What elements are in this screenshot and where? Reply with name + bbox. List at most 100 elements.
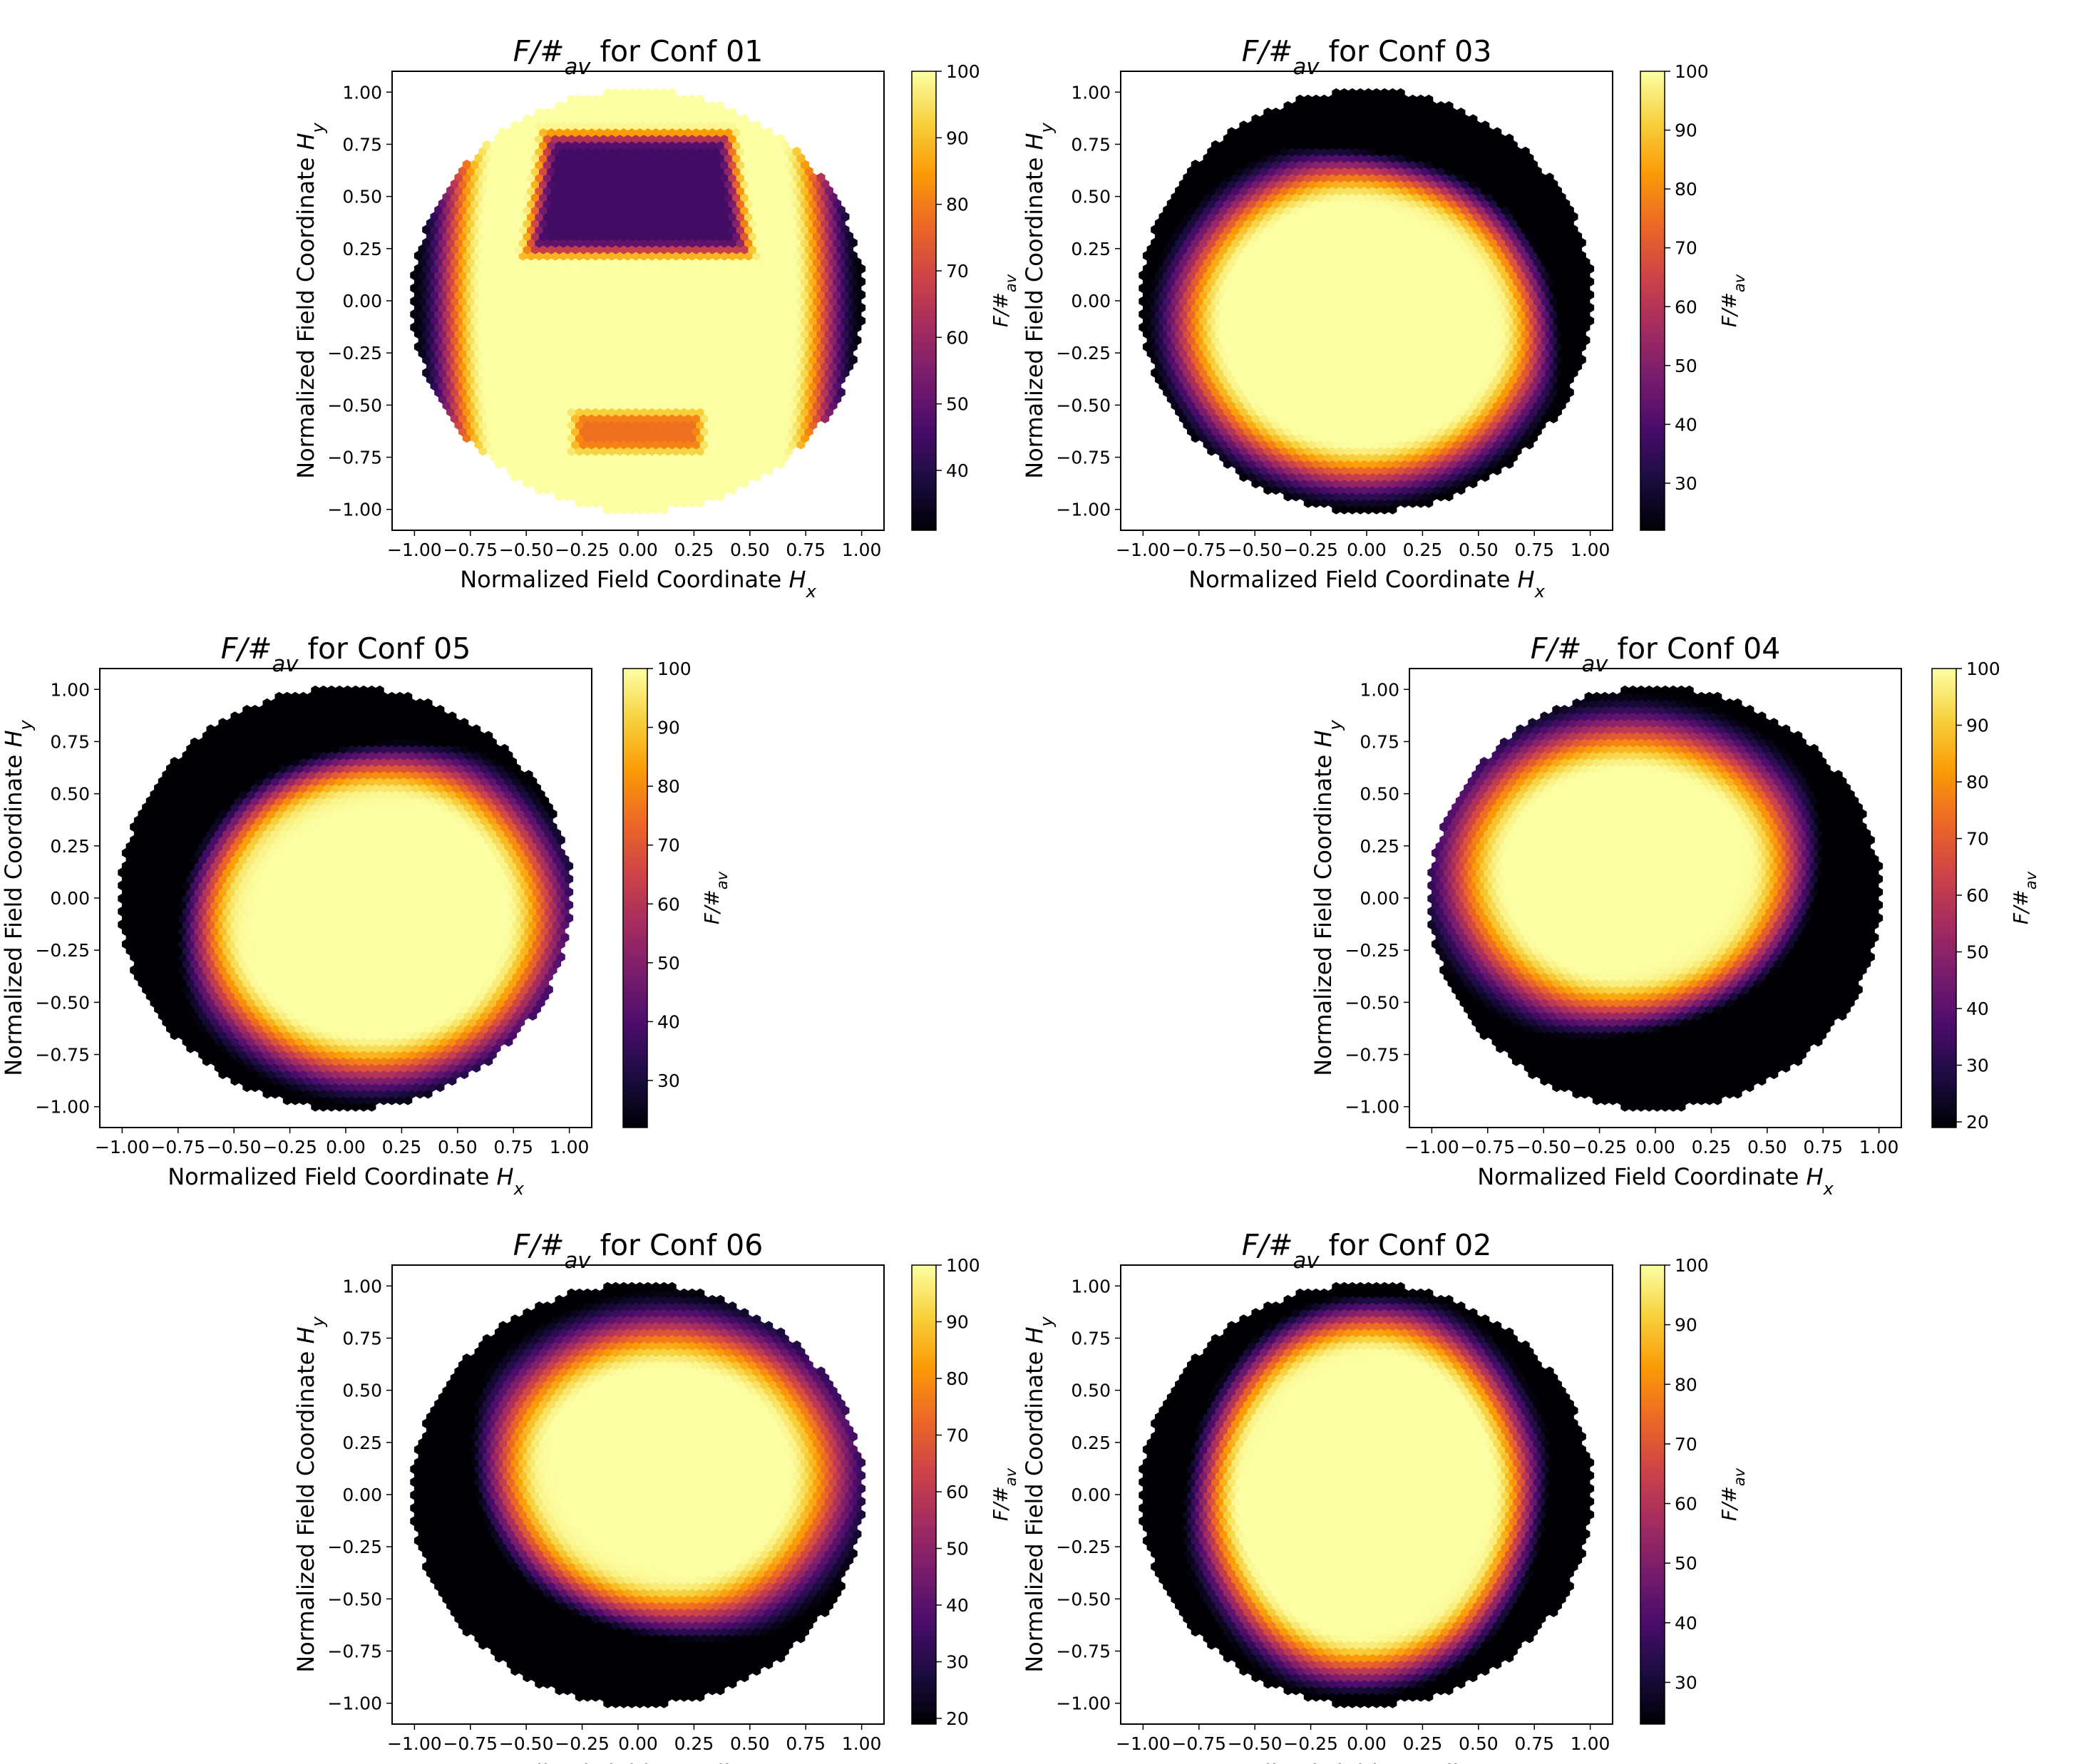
heatmap-cell — [740, 413, 749, 423]
heatmap-cell — [442, 374, 451, 385]
heatmap-cell — [506, 426, 515, 437]
heatmap-cell — [506, 452, 515, 463]
heatmap-cell — [434, 374, 443, 385]
heatmap-cell — [784, 381, 793, 391]
heatmap-cell — [720, 393, 729, 404]
heatmap-cell — [587, 478, 596, 489]
heatmap-cell — [679, 497, 689, 508]
heatmap-cell — [788, 400, 798, 411]
heatmap-cell — [748, 452, 757, 463]
heatmap-cell — [471, 381, 480, 391]
heatmap-cell — [692, 439, 701, 450]
heatmap-cell — [664, 381, 673, 391]
heatmap-cell — [611, 413, 620, 423]
heatmap-cell — [579, 361, 588, 371]
heatmap-cell — [796, 400, 806, 411]
heatmap-cell — [498, 400, 508, 411]
heatmap-cell — [567, 368, 576, 378]
heatmap-cell — [530, 361, 540, 371]
heatmap-cell — [438, 393, 447, 404]
heatmap-cell — [515, 413, 524, 423]
heatmap-cell — [583, 472, 592, 483]
heatmap-cell — [583, 368, 592, 378]
heatmap-cell — [679, 433, 689, 443]
heatmap-cell — [639, 458, 649, 469]
heatmap-cell — [579, 439, 588, 450]
heatmap-cell — [550, 472, 560, 483]
heatmap-cell — [567, 458, 576, 469]
heatmap-cell — [442, 361, 451, 371]
heatmap-cell — [804, 413, 813, 423]
y-axis-label: Normalized Field Coordinate Hy — [292, 122, 328, 478]
heatmap-cell — [607, 458, 617, 469]
heatmap-cell — [619, 439, 628, 450]
heatmap-cell — [559, 445, 568, 456]
heatmap-cell — [744, 393, 753, 404]
heatmap-cell — [708, 439, 717, 450]
heatmap-cell — [836, 374, 846, 385]
heatmap-cell — [639, 381, 649, 391]
heatmap-cell — [482, 374, 491, 385]
heatmap-cell — [784, 420, 793, 430]
heatmap-cell — [591, 445, 600, 456]
heatmap-cell — [515, 465, 524, 475]
heatmap-cell — [430, 368, 439, 378]
heatmap-cell — [704, 368, 713, 378]
heatmap-cell — [816, 381, 826, 391]
heatmap-cell — [615, 420, 625, 430]
heatmap-cell — [555, 491, 564, 502]
heatmap-cell — [494, 420, 503, 430]
heatmap-cell — [466, 361, 476, 371]
heatmap-cell — [454, 420, 463, 430]
heatmap-cell — [506, 400, 515, 411]
heatmap-cell — [490, 413, 500, 423]
heatmap-cell — [543, 445, 552, 456]
heatmap-cell — [619, 478, 628, 489]
heatmap-cell — [736, 393, 745, 404]
heatmap-cell — [547, 478, 556, 489]
heatmap-cell — [833, 368, 842, 378]
heatmap-cell — [800, 381, 809, 391]
heatmap-cell — [724, 465, 733, 475]
heatmap-cell — [708, 478, 717, 489]
heatmap-cell — [486, 433, 495, 443]
heatmap-cell — [623, 393, 632, 404]
heatmap-cell — [788, 374, 798, 385]
heatmap-cell — [535, 368, 544, 378]
heatmap-cell — [607, 472, 617, 483]
heatmap-cell — [494, 433, 503, 443]
heatmap-cell — [510, 406, 520, 417]
heatmap-cell — [478, 445, 488, 456]
heatmap-cell — [550, 433, 560, 443]
heatmap-cell — [474, 439, 483, 450]
heatmap-cell — [498, 374, 508, 385]
heatmap-cell — [679, 393, 689, 404]
heatmap-cell — [664, 497, 673, 508]
heatmap-cell — [575, 472, 584, 483]
heatmap-cell — [708, 374, 717, 385]
heatmap-cell — [643, 465, 652, 475]
heatmap-cell — [539, 361, 548, 371]
heatmap-cell — [550, 368, 560, 378]
heatmap-cell — [728, 393, 737, 404]
heatmap-cell — [675, 387, 684, 398]
heatmap-cell — [527, 381, 536, 391]
heatmap-cell — [816, 368, 826, 378]
heatmap-cell — [720, 458, 729, 469]
heatmap-cell — [760, 420, 769, 430]
heatmap-cell — [503, 420, 512, 430]
colorbar-label: F/#av — [989, 274, 1019, 327]
heatmap-cell — [555, 400, 564, 411]
heatmap-cell — [696, 472, 705, 483]
heatmap-cell — [764, 452, 774, 463]
heatmap-cell — [724, 400, 733, 411]
heatmap-cell — [699, 491, 709, 502]
y-tick-label: −0.25 — [327, 343, 382, 363]
heatmap-cell — [462, 368, 471, 378]
heatmap-cell — [704, 381, 713, 391]
heatmap-cell — [490, 452, 500, 463]
heatmap-cell — [647, 497, 657, 508]
heatmap-cell — [696, 445, 705, 456]
heatmap-cell — [696, 368, 705, 378]
heatmap-cell — [527, 445, 536, 456]
